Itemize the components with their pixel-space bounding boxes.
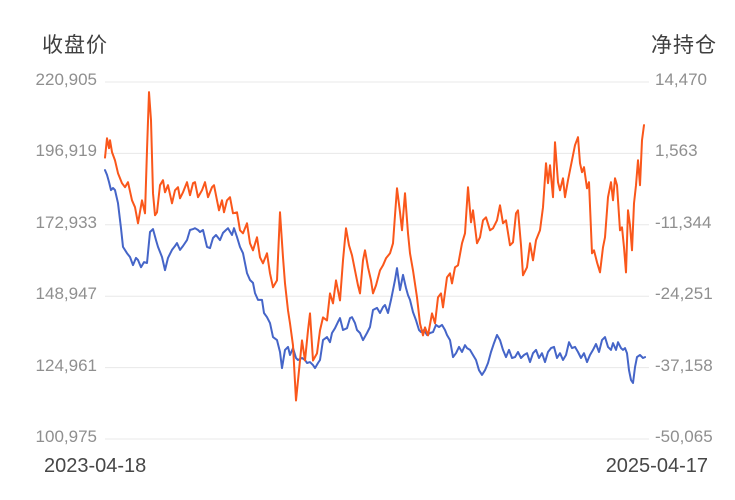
right-tick-label: -37,158 (655, 355, 713, 375)
right-tick-label: 1,563 (655, 141, 698, 161)
left-tick-label: 100,975 (35, 427, 97, 446)
right-tick-label: -11,344 (655, 212, 712, 232)
right-tick-label: 14,470 (655, 70, 707, 89)
series-lines (104, 91, 646, 402)
left-tick-label: 196,919 (35, 141, 97, 161)
left-tick-label: 148,947 (35, 284, 97, 304)
x-axis-end-label: 2025-04-17 (605, 455, 708, 477)
close-price-line (104, 169, 646, 384)
left-axis-title: 收盘价 (42, 34, 108, 57)
left-tick-label: 172,933 (35, 212, 97, 232)
gridlines (105, 81, 649, 440)
right-tick-label: -50,065 (655, 427, 713, 446)
left-tick-label: 220,905 (35, 70, 97, 89)
right-tick-label: -24,251 (655, 284, 713, 304)
x-axis-start-label: 2023-04-18 (44, 455, 147, 477)
left-tick-label: 124,961 (35, 355, 97, 375)
net-position-line (104, 91, 645, 402)
right-axis-title: 净持仓 (651, 34, 717, 57)
